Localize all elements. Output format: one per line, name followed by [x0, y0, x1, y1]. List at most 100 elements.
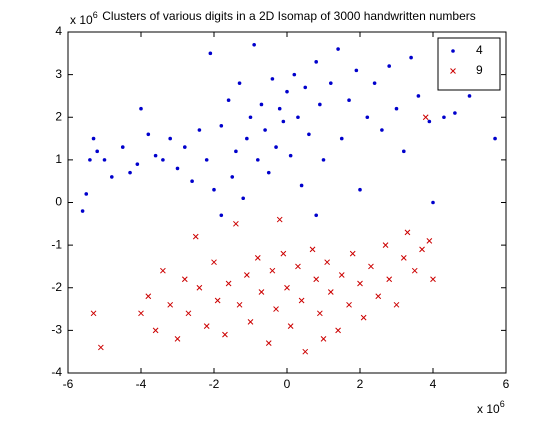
- point: [368, 263, 374, 270]
- point: [281, 119, 286, 124]
- point: [110, 175, 114, 179]
- legend: 49: [437, 37, 501, 91]
- point: [394, 106, 399, 111]
- point: [442, 115, 446, 120]
- point: [375, 293, 382, 300]
- point: [254, 255, 261, 261]
- point-stroke: [338, 272, 345, 278]
- y-tick-label: 0: [55, 195, 62, 209]
- point: [382, 242, 389, 248]
- point: [416, 94, 421, 98]
- point: [97, 344, 104, 351]
- point-stroke: [185, 310, 192, 317]
- point-stroke: [349, 250, 356, 257]
- point-stroke: [382, 242, 389, 248]
- point: [139, 106, 143, 111]
- y-tick-label: 4: [55, 24, 62, 38]
- point-stroke: [247, 318, 254, 325]
- point: [276, 216, 283, 223]
- point: [145, 293, 152, 300]
- chart-title: Clusters of various digits in a 2D Isoma…: [102, 9, 476, 23]
- point: [400, 255, 407, 261]
- point: [296, 115, 300, 120]
- point: [263, 128, 267, 132]
- point: [419, 246, 425, 253]
- point-stroke: [368, 263, 374, 270]
- point: [197, 128, 202, 132]
- point-stroke: [298, 297, 305, 304]
- point: [287, 323, 294, 329]
- point-stroke: [258, 289, 265, 295]
- point-stroke: [236, 301, 243, 308]
- x-tick-label: -2: [209, 377, 220, 391]
- point-stroke: [295, 263, 301, 270]
- point: [168, 136, 172, 141]
- point-stroke: [419, 246, 425, 253]
- point: [222, 331, 228, 338]
- y-tick-label: -3: [51, 323, 62, 337]
- point: [258, 289, 265, 295]
- point-stroke: [422, 114, 429, 121]
- point: [354, 68, 359, 73]
- point-stroke: [430, 276, 436, 283]
- x-tick-label: 4: [430, 377, 437, 391]
- point: [128, 170, 132, 175]
- point-stroke: [225, 280, 232, 287]
- point: [303, 85, 308, 90]
- y-tick-label: 2: [55, 109, 62, 123]
- point-stroke: [167, 301, 174, 308]
- point: [269, 267, 276, 274]
- point: [80, 209, 85, 213]
- point-stroke: [324, 259, 331, 266]
- point: [153, 153, 158, 158]
- point: [247, 318, 254, 325]
- y-tick-label: 1: [55, 152, 62, 166]
- point: [181, 276, 188, 283]
- point: [212, 187, 216, 192]
- point: [295, 263, 301, 270]
- point-stroke: [192, 233, 199, 240]
- point: [135, 162, 140, 166]
- point: [243, 272, 250, 278]
- point: [102, 158, 107, 162]
- point-stroke: [316, 310, 323, 317]
- point: [174, 336, 181, 342]
- point: [393, 301, 400, 308]
- point: [313, 276, 320, 283]
- point: [329, 81, 333, 85]
- point-stroke: [269, 267, 276, 274]
- point: [204, 158, 209, 162]
- point: [372, 81, 377, 85]
- point-stroke: [280, 250, 287, 257]
- point: [266, 170, 271, 175]
- point-stroke: [233, 220, 239, 227]
- point: [167, 301, 174, 308]
- multiplier-base: x 10: [70, 13, 93, 27]
- point-stroke: [426, 238, 433, 244]
- point: [255, 158, 260, 162]
- point: [219, 123, 224, 128]
- point: [298, 297, 305, 304]
- point: [84, 192, 89, 196]
- point: [347, 98, 351, 102]
- axis-multiplier: x 106: [70, 10, 98, 27]
- point-stroke: [302, 348, 309, 355]
- point: [324, 259, 331, 266]
- point: [427, 119, 432, 124]
- point: [307, 132, 311, 137]
- point-stroke: [254, 255, 261, 261]
- point: [152, 327, 159, 334]
- point: [265, 340, 272, 347]
- point: [95, 149, 99, 154]
- point-stroke: [145, 293, 152, 300]
- point: [274, 145, 278, 149]
- point-stroke: [309, 246, 316, 253]
- point-stroke: [181, 276, 188, 283]
- point-stroke: [203, 323, 210, 329]
- point: [320, 336, 327, 342]
- point: [357, 280, 363, 287]
- point-stroke: [138, 310, 144, 317]
- point-stroke: [214, 297, 221, 304]
